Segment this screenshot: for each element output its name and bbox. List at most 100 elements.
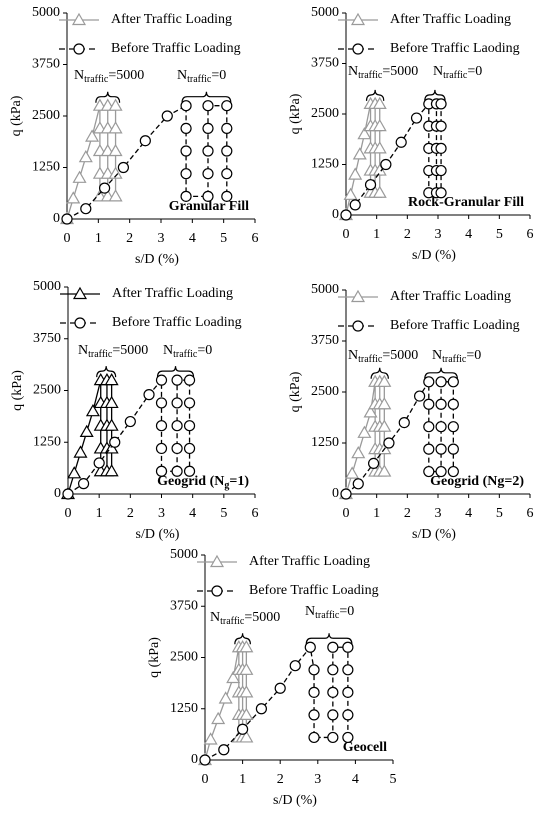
brace xyxy=(234,633,251,645)
data-point xyxy=(395,136,407,148)
data-point xyxy=(423,443,435,455)
legend-marker xyxy=(352,43,364,55)
x-tick-label: 2 xyxy=(126,231,133,246)
y-tick-label: 5000 xyxy=(311,282,339,297)
data-point xyxy=(327,664,339,676)
x-tick-label: 3 xyxy=(435,506,442,521)
y-tick-label: 5000 xyxy=(32,5,60,20)
data-point xyxy=(108,121,123,134)
data-point xyxy=(377,374,392,387)
data-point xyxy=(342,709,354,721)
y-tick-label: 1250 xyxy=(32,160,60,175)
data-point xyxy=(161,110,173,122)
x-tick-label: 5 xyxy=(496,227,503,242)
data-point xyxy=(180,145,192,157)
data-point xyxy=(255,703,267,715)
data-point xyxy=(171,420,183,432)
y-tick-label: 1250 xyxy=(311,435,339,450)
data-point xyxy=(342,686,354,698)
x-tick-label: 1 xyxy=(373,506,380,521)
data-point xyxy=(380,158,392,171)
data-point xyxy=(104,418,119,431)
y-tick-label: 3750 xyxy=(311,56,339,71)
panel-label-part: =1) xyxy=(229,474,249,489)
annotation-part: N xyxy=(177,68,187,83)
data-point xyxy=(218,691,233,704)
legend-label: Before Traffic Loading xyxy=(111,41,241,56)
legend-label: Before Traffic Laoding xyxy=(390,41,520,56)
annotation-part: =5000 xyxy=(382,348,418,363)
x-tick-label: 1 xyxy=(95,231,102,246)
y-tick-label: 3750 xyxy=(311,333,339,348)
data-point xyxy=(372,185,387,198)
brace xyxy=(156,366,195,378)
y-tick-label: 2500 xyxy=(33,383,61,398)
data-point xyxy=(202,122,214,134)
panel-label-part: Geogrid (N xyxy=(157,474,224,489)
data-point xyxy=(435,398,447,410)
data-point xyxy=(171,465,183,477)
x-tick-label: 4 xyxy=(465,506,472,521)
y-tick-label: 0 xyxy=(332,486,339,501)
data-point xyxy=(221,145,233,157)
x-tick-label: 2 xyxy=(404,227,411,242)
data-point xyxy=(239,685,254,698)
brace xyxy=(365,89,385,101)
data-point xyxy=(80,203,92,215)
x-tick-label: 0 xyxy=(343,506,350,521)
data-point xyxy=(345,466,360,479)
data-point xyxy=(67,466,82,479)
data-point xyxy=(180,122,192,134)
data-point xyxy=(363,405,378,418)
x-tick-label: 2 xyxy=(404,506,411,521)
annotation: Ntraffic=0 xyxy=(177,68,226,85)
data-point xyxy=(372,96,387,109)
x-axis-title: s/D (%) xyxy=(135,252,179,267)
annotation-part: traffic xyxy=(358,354,383,365)
data-point xyxy=(342,641,354,653)
legend-label: Before Traffic Loading xyxy=(112,315,242,330)
annotation-part: traffic xyxy=(88,349,113,360)
data-point xyxy=(180,168,192,180)
data-point xyxy=(226,670,241,684)
data-point xyxy=(435,120,447,132)
data-point xyxy=(447,376,459,388)
panel-label: Rock-Granular Fill xyxy=(408,195,524,210)
data-point xyxy=(171,397,183,409)
data-point xyxy=(368,457,380,469)
data-point xyxy=(398,417,410,429)
data-point xyxy=(93,457,105,469)
data-point xyxy=(435,187,447,199)
legend-marker xyxy=(73,43,85,55)
annotation-part: N xyxy=(74,68,84,83)
data-point xyxy=(349,199,361,211)
panel-label: Geogrid (Ng=2) xyxy=(430,474,524,489)
annotation-part: N xyxy=(163,343,173,358)
panel-label: Granular Fill xyxy=(169,199,249,214)
y-tick-label: 3750 xyxy=(33,331,61,346)
data-point xyxy=(342,664,354,676)
data-point xyxy=(73,445,88,458)
data-point xyxy=(372,163,387,176)
data-point xyxy=(104,395,119,409)
data-point xyxy=(410,112,423,124)
data-point xyxy=(447,465,459,478)
y-axis-title: q (kPa) xyxy=(9,95,24,136)
data-point xyxy=(304,641,316,653)
x-tick-label: 5 xyxy=(496,506,503,521)
legend-label: After Traffic Loading xyxy=(111,12,232,27)
y-axis-title: q (kPa) xyxy=(288,93,303,134)
data-point xyxy=(108,189,123,202)
data-point xyxy=(183,420,196,432)
data-point xyxy=(155,420,168,432)
annotation-part: =5000 xyxy=(244,610,280,625)
legend-marker xyxy=(74,317,86,329)
x-tick-label: 4 xyxy=(189,231,196,246)
annotation: Ntraffic=0 xyxy=(163,343,212,360)
annotation-part: traffic xyxy=(442,354,467,365)
annotation-part: traffic xyxy=(173,349,198,360)
x-tick-label: 3 xyxy=(435,227,442,242)
series-line xyxy=(204,645,349,761)
panel-label-part: Geogrid (Ng=2) xyxy=(430,474,524,489)
annotation-part: =0 xyxy=(467,64,482,79)
